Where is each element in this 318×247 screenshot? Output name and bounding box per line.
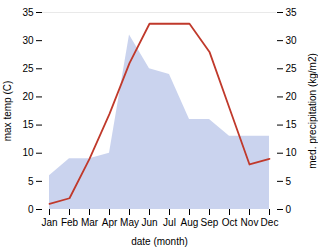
svg-text:Aug: Aug (181, 217, 199, 228)
svg-text:Apr: Apr (102, 217, 118, 228)
svg-text:Oct: Oct (222, 217, 238, 228)
svg-text:Jan: Jan (41, 217, 57, 228)
svg-text:med. precipitation (kg/m2): med. precipitation (kg/m2) (307, 53, 318, 169)
svg-text:Nov: Nov (241, 217, 259, 228)
svg-text:Sep: Sep (201, 217, 219, 228)
svg-text:5: 5 (286, 176, 292, 187)
svg-text:0: 0 (28, 204, 34, 215)
svg-text:5: 5 (28, 176, 34, 187)
svg-text:10: 10 (22, 147, 34, 158)
svg-text:max temp (C): max temp (C) (2, 81, 13, 142)
svg-text:Jul: Jul (163, 217, 176, 228)
svg-text:15: 15 (286, 119, 298, 130)
svg-text:25: 25 (22, 63, 34, 74)
svg-text:20: 20 (22, 91, 34, 102)
svg-text:0: 0 (286, 204, 292, 215)
svg-text:25: 25 (286, 63, 298, 74)
svg-text:30: 30 (286, 35, 298, 46)
svg-text:35: 35 (286, 7, 298, 18)
svg-text:35: 35 (22, 7, 34, 18)
svg-text:10: 10 (286, 147, 298, 158)
svg-text:20: 20 (286, 91, 298, 102)
svg-text:30: 30 (22, 35, 34, 46)
svg-text:May: May (120, 217, 139, 228)
svg-text:Mar: Mar (81, 217, 99, 228)
svg-text:Jun: Jun (141, 217, 157, 228)
svg-text:Dec: Dec (261, 217, 279, 228)
svg-text:15: 15 (22, 119, 34, 130)
svg-text:date (month): date (month) (131, 236, 188, 247)
svg-text:Feb: Feb (61, 217, 79, 228)
